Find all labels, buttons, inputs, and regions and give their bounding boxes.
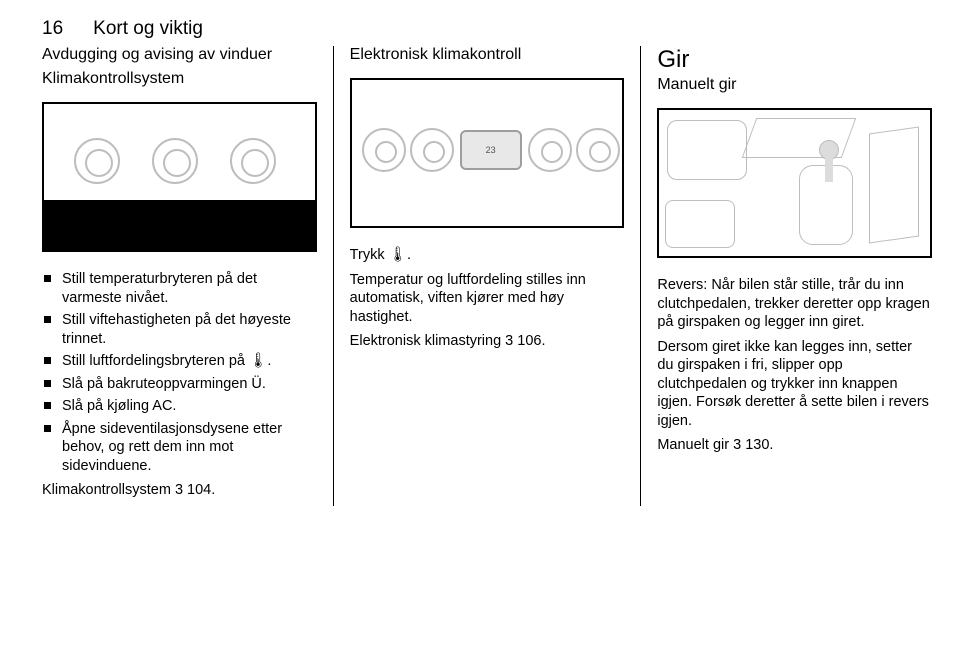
list-item: Slå på bakruteoppvarmingen Ü. (42, 375, 317, 394)
sketch-line (869, 126, 919, 243)
list-item: Åpne sideventilasjonsdysene etter behov,… (42, 420, 317, 476)
dial-fan (152, 138, 198, 184)
figure-electronic-climate: 23 (350, 78, 625, 228)
col1-heading1: Avdugging og avising av vinduer (42, 46, 317, 64)
round-button-left2 (410, 128, 454, 172)
dial-temperature (74, 138, 120, 184)
list-item: Still viftehastigheten på det høyeste tr… (42, 311, 317, 348)
figure-blackbar (44, 200, 315, 250)
col3-p3: Manuelt gir 3 130. (657, 436, 932, 455)
sketch-line (742, 118, 857, 158)
sketch-line (667, 120, 747, 180)
col1-bullet-list: Still temperaturbryteren på det varmeste… (42, 270, 317, 475)
col3-heading-big: Gir (657, 46, 932, 74)
col3-heading-sub: Manuelt gir (657, 76, 932, 94)
col2-p1: Trykk 🌡. (350, 246, 625, 265)
climate-display: 23 (460, 130, 522, 170)
dial-airflow (230, 138, 276, 184)
round-button-right1 (528, 128, 572, 172)
col3-p1: Revers: Når bilen står stille, trår du i… (657, 276, 932, 332)
col1-heading2: Klimakontrollsystem (42, 70, 317, 88)
sketch-line (665, 200, 735, 248)
list-item: Slå på kjøling AC. (42, 397, 317, 416)
sketch-gear-stick (825, 158, 833, 182)
col2-p3: Elektronisk klimastyring 3 106. (350, 332, 625, 351)
column-3: Gir Manuelt gir Revers: Når bilen står s… (647, 46, 932, 506)
page-header: 16 Kort og viktig (42, 18, 932, 40)
round-button-right2 (576, 128, 620, 172)
list-item: Still temperaturbryteren på det varmeste… (42, 270, 317, 307)
col2-p2: Temperatur og luftfordeling stilles inn … (350, 271, 625, 327)
section-title: Kort og viktig (93, 18, 203, 40)
columns-wrapper: Avdugging og avising av vinduer Klimakon… (42, 46, 932, 506)
col2-heading: Elektronisk klimakontroll (350, 46, 625, 64)
manual-page: 16 Kort og viktig Avdugging og avising a… (0, 0, 960, 659)
column-2: Elektronisk klimakontroll 23 Trykk 🌡. Te… (340, 46, 635, 506)
round-button-left1 (362, 128, 406, 172)
list-item: Still luftfordelingsbryteren på 🌡. (42, 352, 317, 371)
column-separator (640, 46, 641, 506)
figure-climate-dials (42, 102, 317, 252)
col3-p2: Dersom giret ikke kan legges inn, setter… (657, 338, 932, 431)
column-separator (333, 46, 334, 506)
col1-footer: Klimakontrollsystem 3 104. (42, 481, 317, 500)
page-number: 16 (42, 18, 63, 40)
column-1: Avdugging og avising av vinduer Klimakon… (42, 46, 327, 506)
climate-display-value: 23 (486, 145, 496, 155)
figure-gearshift (657, 108, 932, 258)
